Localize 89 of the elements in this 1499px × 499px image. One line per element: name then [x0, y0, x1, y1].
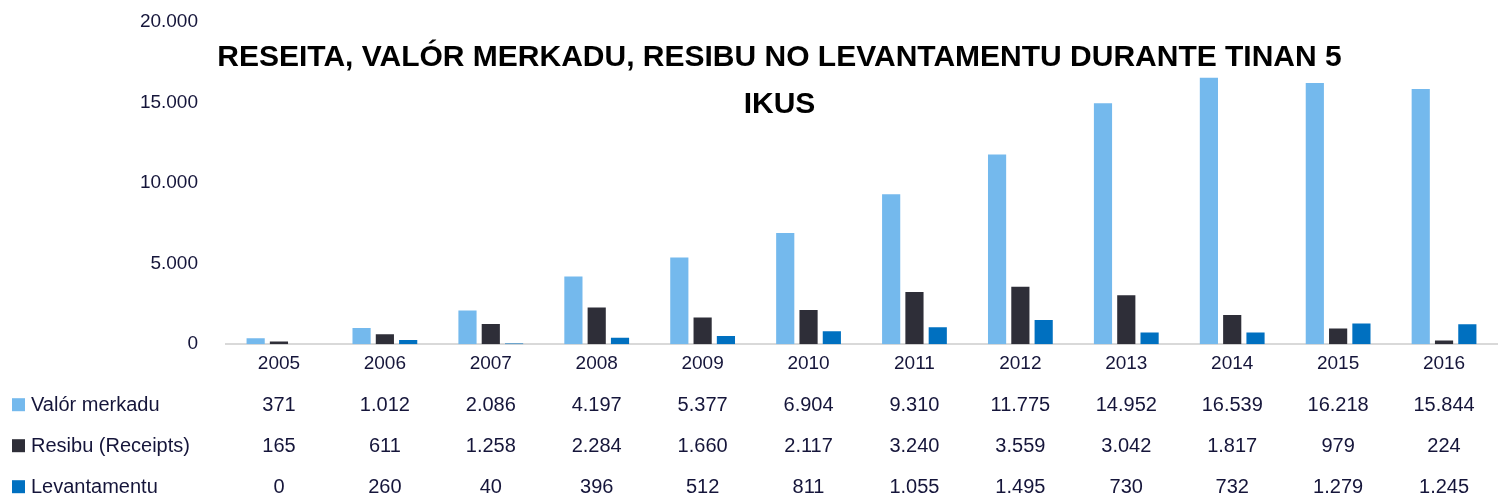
data-label: 1.495 [995, 474, 1046, 497]
data-label: 1.279 [1313, 474, 1364, 497]
data-label: 3.240 [889, 433, 940, 456]
data-label: 732 [1215, 474, 1249, 497]
bar [1329, 328, 1348, 345]
x-tick-label: 2012 [999, 351, 1042, 373]
bar [399, 340, 418, 345]
x-tick-label: 2005 [257, 351, 301, 373]
data-label: 2.117 [784, 433, 833, 456]
bar [1305, 82, 1324, 345]
bar [1093, 103, 1113, 345]
x-tick-label: 2007 [469, 351, 512, 373]
x-tick-label: 2011 [894, 351, 935, 373]
data-label: 1.055 [889, 474, 940, 497]
bar [1011, 286, 1030, 345]
data-label: 224 [1427, 433, 1461, 456]
data-label: 9.310 [889, 392, 940, 415]
bar [776, 232, 795, 345]
bar [1352, 323, 1371, 345]
data-label: 5.377 [677, 392, 728, 415]
bar [799, 310, 818, 345]
x-tick-label: 2006 [363, 351, 407, 373]
bar [882, 194, 901, 345]
legend-label: Valór merkadu [31, 392, 160, 415]
bar [1140, 332, 1159, 345]
data-label: 2.284 [571, 433, 622, 456]
bar [481, 323, 500, 345]
y-tick-label: 10.000 [139, 171, 198, 193]
data-label: 730 [1109, 474, 1143, 497]
bar [1034, 320, 1053, 345]
x-tick-label: 2014 [1211, 351, 1254, 373]
bar [822, 331, 841, 345]
y-tick-label: 5.000 [150, 251, 198, 273]
data-label: 611 [368, 433, 401, 456]
bar [564, 276, 583, 345]
data-label: 371 [262, 392, 296, 415]
bar [670, 257, 689, 345]
data-label: 4.197 [571, 392, 622, 415]
data-label: 16.539 [1201, 392, 1263, 415]
x-tick-label: 2015 [1316, 351, 1360, 373]
data-label: 11.775 [990, 392, 1051, 415]
data-label: 0 [273, 474, 285, 497]
data-label: 16.218 [1307, 392, 1369, 415]
x-tick-label: 2016 [1422, 351, 1466, 373]
bar [693, 317, 712, 345]
bar [1117, 295, 1136, 345]
data-label: 1.245 [1419, 474, 1470, 497]
y-tick-label: 0 [187, 332, 198, 354]
x-tick-label: 2013 [1105, 351, 1148, 373]
data-label: 14.952 [1095, 392, 1157, 415]
legend-label: Resibu (Receipts) [31, 433, 190, 456]
x-tick-label: 2010 [787, 351, 830, 373]
data-label: 1.258 [465, 433, 516, 456]
data-label: 1.817 [1207, 433, 1258, 456]
data-label: 15.844 [1413, 392, 1475, 415]
x-tick-label: 2009 [681, 351, 724, 373]
bar [610, 337, 630, 345]
x-tick-label: 2008 [575, 351, 618, 373]
bar [987, 154, 1007, 345]
y-tick-label: 20.000 [139, 10, 198, 32]
bar [587, 307, 606, 345]
y-tick-label: 15.000 [139, 90, 198, 112]
data-label: 260 [368, 474, 402, 497]
data-label: 3.559 [995, 433, 1046, 456]
bar [352, 327, 371, 345]
text: RESEITA, VALÓR MERKADU, RESIBU NO LEVANTAMENTU DURANTE TINAN 5 IKUS [217, 39, 1342, 120]
data-label: 396 [580, 474, 614, 497]
data-label: 2.086 [465, 392, 516, 415]
data-label: 40 [479, 474, 502, 497]
bar [1246, 332, 1265, 345]
data-label: 6.904 [783, 392, 834, 415]
bar [1411, 88, 1430, 345]
data-label: 512 [685, 474, 720, 497]
bar [246, 338, 265, 345]
bar [1458, 324, 1477, 345]
bar [716, 335, 736, 345]
bar [458, 310, 477, 345]
data-label: 1.012 [359, 392, 410, 415]
data-label: 979 [1321, 433, 1355, 456]
bar [375, 334, 394, 345]
data-label: 3.042 [1101, 433, 1152, 456]
legend-label: Levantamentu [31, 474, 158, 497]
bar [928, 327, 947, 345]
data-label: 165 [262, 433, 296, 456]
data-label: 811 [792, 474, 825, 497]
bar [905, 292, 924, 345]
data-label: 1.660 [677, 433, 728, 456]
bar [1199, 77, 1218, 345]
bar [1223, 314, 1242, 345]
